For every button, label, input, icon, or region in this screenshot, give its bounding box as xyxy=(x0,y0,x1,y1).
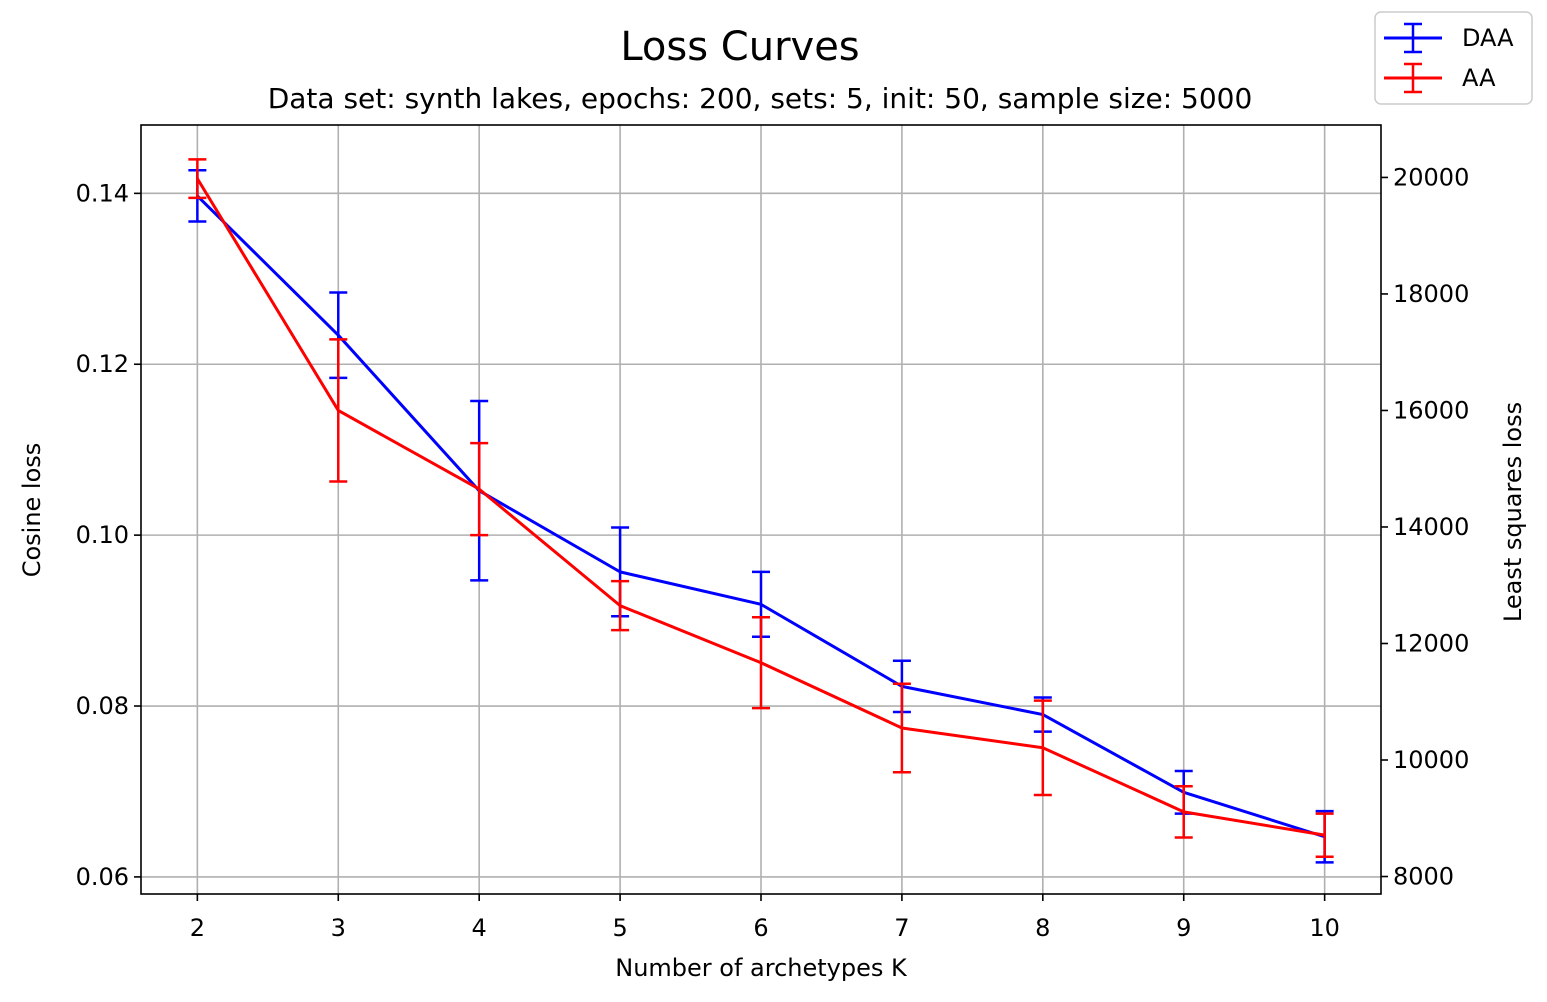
x-tick-label: 10 xyxy=(1309,914,1340,942)
errorbar-aa xyxy=(892,682,911,774)
x-tick-label: 7 xyxy=(894,914,909,942)
x-tick-label: 6 xyxy=(753,914,768,942)
y2-tick-label: 14000 xyxy=(1393,513,1469,541)
y-tick-label: 0.12 xyxy=(76,350,129,378)
errorbar-aa xyxy=(470,441,489,537)
x-tick-label: 3 xyxy=(331,914,346,942)
x-tick-label: 4 xyxy=(472,914,487,942)
errorbar-aa xyxy=(1174,784,1193,839)
series-layer xyxy=(188,158,1334,864)
errorbar-aa xyxy=(1033,699,1052,797)
x-tick-label: 8 xyxy=(1035,914,1050,942)
legend-label-daa: DAA xyxy=(1462,24,1514,52)
x-tick-label: 9 xyxy=(1176,914,1191,942)
y-axis-label: Cosine loss xyxy=(18,443,46,578)
y2-tick-label: 18000 xyxy=(1393,280,1469,308)
legend-label-aa: AA xyxy=(1462,64,1496,92)
grid xyxy=(141,125,1381,894)
y2-tick-label: 20000 xyxy=(1393,163,1469,191)
x-tick-label: 5 xyxy=(612,914,627,942)
legend-entry-daa: DAA xyxy=(1384,22,1514,54)
y-tick-label: 0.06 xyxy=(76,863,129,891)
x-axis-label: Number of archetypes K xyxy=(615,954,908,982)
errorbar-aa xyxy=(611,579,630,632)
chart-title: Loss Curves xyxy=(620,24,859,70)
ticks: 2 3 4 5 6 7 8 9 10 0.06 0.08 0.10 0.12 0.14 8000 10000 1… xyxy=(76,163,1470,942)
y2-tick-label: 8000 xyxy=(1393,863,1454,891)
y2-tick-label: 10000 xyxy=(1393,746,1469,774)
y2-axis-label: Least squares loss xyxy=(1499,402,1527,622)
y2-tick-label: 12000 xyxy=(1393,629,1469,657)
errorbar-aa xyxy=(1315,812,1334,858)
errorbar-aa xyxy=(752,616,770,710)
y-tick-label: 0.08 xyxy=(76,692,129,720)
series-aa xyxy=(188,158,1334,858)
y-tick-label: 0.10 xyxy=(76,521,129,549)
y2-tick-label: 16000 xyxy=(1393,396,1469,424)
legend: DAA AA xyxy=(1374,11,1533,105)
errorbar-aa xyxy=(329,338,348,483)
legend-entry-aa: AA xyxy=(1384,62,1496,94)
errorbar-aa xyxy=(188,158,207,200)
chart-subtitle: Data set: synth lakes, epochs: 200, sets… xyxy=(268,82,1253,115)
y-tick-label: 0.14 xyxy=(76,179,129,207)
x-tick-label: 2 xyxy=(190,914,205,942)
